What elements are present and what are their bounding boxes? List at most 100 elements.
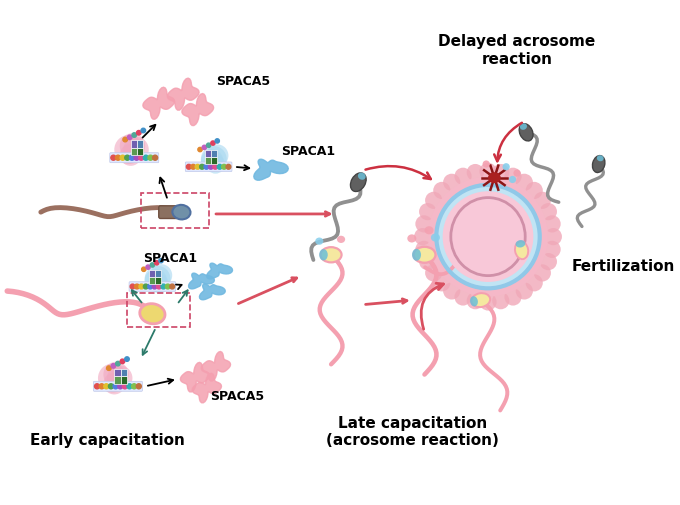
Circle shape [545, 228, 562, 245]
Circle shape [143, 284, 148, 289]
Ellipse shape [431, 233, 440, 241]
Bar [149, 270, 155, 277]
Polygon shape [182, 93, 214, 126]
Circle shape [433, 274, 450, 291]
Circle shape [483, 161, 490, 168]
Circle shape [127, 135, 132, 139]
Circle shape [443, 174, 460, 191]
Polygon shape [192, 373, 222, 403]
Circle shape [150, 264, 172, 286]
Circle shape [435, 184, 541, 289]
Text: SPACA5: SPACA5 [210, 390, 265, 403]
Circle shape [217, 164, 222, 169]
FancyBboxPatch shape [109, 153, 158, 163]
Circle shape [200, 164, 205, 169]
Circle shape [201, 146, 226, 172]
Text: SPACA5: SPACA5 [216, 75, 270, 88]
Circle shape [414, 228, 431, 245]
Circle shape [139, 284, 143, 289]
Circle shape [116, 155, 120, 160]
Circle shape [129, 155, 135, 160]
FancyBboxPatch shape [158, 206, 179, 219]
Circle shape [202, 145, 207, 149]
Circle shape [425, 192, 442, 209]
Circle shape [107, 366, 133, 391]
Ellipse shape [140, 304, 165, 324]
Bar [155, 270, 161, 277]
Circle shape [543, 215, 561, 232]
Circle shape [425, 264, 442, 281]
Ellipse shape [520, 124, 533, 141]
Bar [205, 150, 211, 157]
Circle shape [534, 264, 551, 281]
Ellipse shape [451, 197, 525, 276]
Polygon shape [167, 78, 199, 110]
Circle shape [492, 292, 509, 309]
Circle shape [206, 155, 225, 174]
Ellipse shape [319, 249, 328, 261]
Circle shape [143, 155, 148, 160]
Circle shape [195, 164, 200, 169]
Polygon shape [199, 284, 225, 300]
Circle shape [492, 164, 509, 181]
Bar [149, 277, 155, 284]
Polygon shape [207, 263, 233, 279]
Ellipse shape [488, 172, 500, 183]
Ellipse shape [515, 241, 528, 259]
Text: SPACA1: SPACA1 [143, 252, 197, 265]
Circle shape [127, 384, 132, 389]
Circle shape [503, 163, 510, 170]
Circle shape [454, 288, 472, 306]
Circle shape [130, 284, 135, 289]
Circle shape [513, 170, 521, 177]
Circle shape [215, 139, 220, 143]
Circle shape [141, 267, 146, 271]
Polygon shape [188, 273, 214, 289]
Circle shape [116, 362, 120, 366]
Circle shape [540, 203, 557, 220]
Circle shape [113, 384, 118, 389]
Circle shape [204, 164, 209, 169]
Circle shape [443, 282, 460, 299]
Circle shape [95, 384, 99, 389]
Bar [120, 376, 127, 384]
Circle shape [191, 164, 196, 169]
Text: Early capacitation: Early capacitation [30, 433, 184, 448]
Circle shape [103, 373, 125, 394]
Circle shape [148, 155, 153, 160]
Circle shape [433, 182, 450, 199]
Ellipse shape [407, 234, 416, 242]
Ellipse shape [470, 296, 478, 307]
Bar [131, 148, 137, 155]
Circle shape [136, 384, 141, 389]
Circle shape [222, 164, 226, 169]
Circle shape [111, 364, 116, 368]
Bar [120, 369, 127, 376]
Circle shape [509, 176, 516, 183]
Ellipse shape [520, 123, 527, 130]
Circle shape [99, 384, 104, 389]
Circle shape [154, 261, 159, 265]
Circle shape [526, 182, 543, 199]
Circle shape [479, 163, 496, 180]
Circle shape [139, 155, 143, 160]
Circle shape [134, 155, 139, 160]
Polygon shape [180, 363, 209, 392]
Text: Late capacitation
(acrosome reaction): Late capacitation (acrosome reaction) [326, 416, 499, 448]
Circle shape [98, 364, 127, 393]
Circle shape [466, 164, 484, 181]
Ellipse shape [337, 236, 345, 243]
Circle shape [415, 241, 432, 258]
Circle shape [120, 133, 145, 159]
Bar [211, 150, 217, 157]
Text: Fertilization: Fertilization [571, 259, 675, 274]
Bar [137, 148, 143, 155]
Circle shape [135, 284, 139, 289]
Circle shape [118, 384, 123, 389]
Circle shape [156, 284, 161, 289]
Circle shape [479, 293, 496, 311]
Circle shape [543, 241, 561, 258]
Polygon shape [143, 87, 175, 119]
Circle shape [159, 259, 163, 263]
Circle shape [170, 284, 175, 289]
